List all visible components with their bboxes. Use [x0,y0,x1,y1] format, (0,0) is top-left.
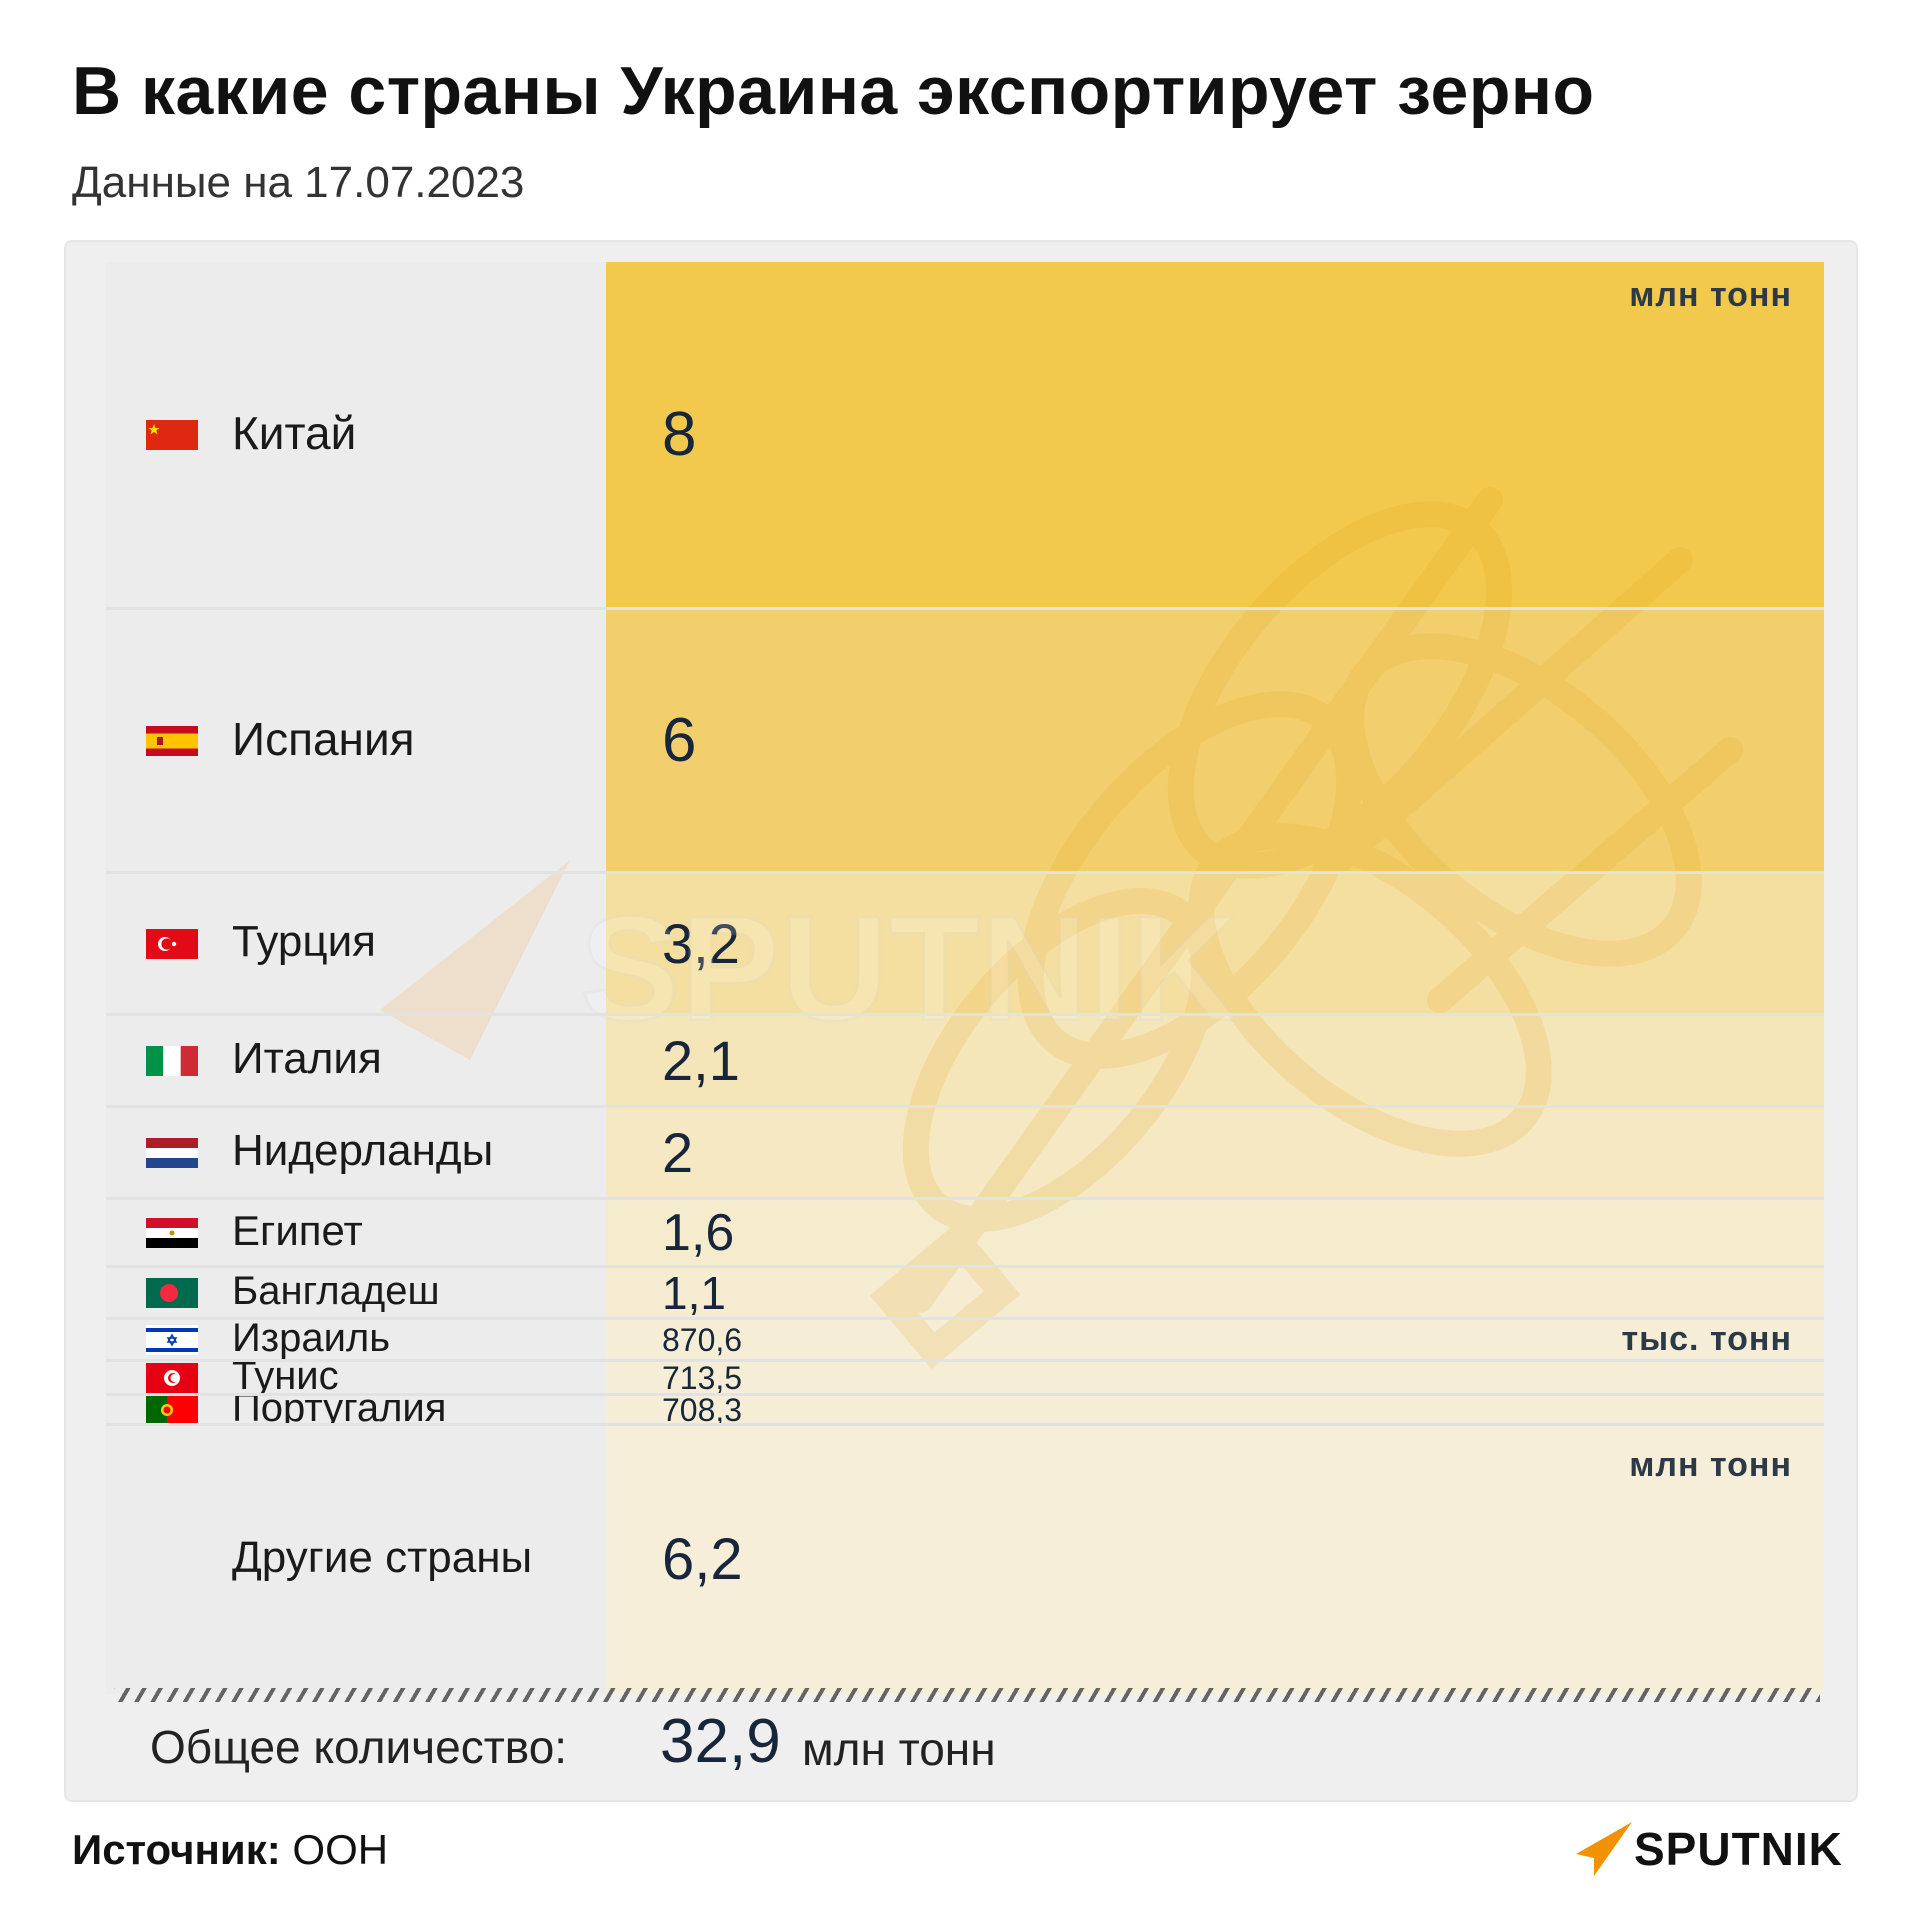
value-bar [606,1396,1824,1424]
row-separator [106,1013,1824,1016]
page-title: В какие страны Украина экспортирует зерн… [72,53,1595,129]
row-separator [106,1197,1824,1200]
table-row: Нидерланды 2 [106,1108,1824,1200]
row-separator [106,1265,1824,1268]
value-bar [606,874,1824,1014]
row-separator [106,1393,1824,1396]
source-line: Источник: ООН [72,1826,388,1874]
table-row: Испания 6 [106,610,1824,874]
sputnik-logo: SPUTNIK [1572,1816,1862,1880]
value-bar [606,1200,1824,1266]
country-label: Нидерланды [232,1126,494,1175]
unit-label-mln: млн тонн [1629,276,1792,314]
netherlands-flag-icon [146,1138,198,1168]
value-bar [606,1320,1824,1360]
value-label: 713,5 [662,1360,743,1396]
row-separator [106,1105,1824,1108]
row-separator [106,871,1824,874]
country-label: Италия [232,1034,382,1083]
portugal-flag-icon [146,1395,198,1425]
table-row: Тунис 713,5 [106,1356,1824,1396]
egypt-flag-icon [146,1218,198,1248]
value-bar [606,1108,1824,1198]
export-table: Китай 8 млн тонн Испания 6 Турция 3,2 Италия 2,1… [106,262,1824,1694]
value-bar [606,610,1824,872]
value-bar [606,1426,1824,1694]
table-row: Бангладеш 1,1 [106,1267,1824,1320]
value-label: 6 [662,706,697,775]
value-label: 870,6 [662,1322,743,1358]
country-label: Израиль [232,1316,391,1360]
country-label: Испания [232,713,415,765]
table-row: Италия 2,1 [106,1016,1824,1108]
table-row: Китай 8 млн тонн [106,262,1824,610]
value-label: 3,2 [662,912,740,975]
source-label: Источник: [72,1826,281,1873]
value-bar [606,262,1824,608]
page-subtitle: Данные на 17.07.2023 [72,158,525,207]
total-label: Общее количество: [150,1721,568,1773]
total-value: 32,9 [660,1707,781,1776]
country-label: Другие страны [232,1533,533,1582]
row-separator [106,1423,1824,1426]
value-label: 708,3 [662,1392,743,1428]
value-bar [606,1362,1824,1394]
table-row: Израиль 870,6 тыс. тонн [106,1316,1824,1362]
bangladesh-flag-icon [146,1278,198,1308]
value-bar [606,1016,1824,1106]
italy-flag-icon [146,1046,198,1076]
value-bar [606,1268,1824,1318]
logo-text: SPUTNIK [1634,1823,1843,1875]
source-value: ООН [292,1826,389,1873]
total-divider [114,1688,1820,1702]
country-label: Египет [232,1207,363,1254]
spain-flag-icon [146,726,198,756]
israel-flag-icon [146,1325,198,1355]
row-separator [106,1317,1824,1320]
table-row: Португалия 708,3 [106,1388,1824,1428]
table-row: Египет 1,6 [106,1200,1824,1268]
country-cell [106,1426,606,1694]
table-row: Турция 3,2 [106,874,1824,1016]
value-label: 8 [662,400,697,469]
value-label: 2 [662,1121,694,1184]
value-label: 1,6 [662,1204,735,1262]
unit-label-ths: тыс. тонн [1621,1320,1792,1358]
country-label: Турция [232,917,376,966]
value-label: 1,1 [662,1267,726,1319]
value-label: 6,2 [662,1527,743,1592]
total-unit: млн тонн [802,1723,996,1775]
table-row: Другие страны 6,2 млн тонн [106,1426,1824,1694]
unit-label-mln: млн тонн [1629,1446,1792,1484]
value-label: 2,1 [662,1029,740,1092]
country-label: Бангладеш [232,1269,440,1313]
row-separator [106,607,1824,610]
row-separator [106,1359,1824,1362]
country-label: Китай [232,407,357,459]
country-label: Тунис [232,1354,339,1398]
turkey-flag-icon [146,929,198,959]
china-flag-icon [146,420,198,450]
tunisia-flag-icon [146,1363,198,1393]
sputnik-logo-icon [1576,1822,1632,1876]
